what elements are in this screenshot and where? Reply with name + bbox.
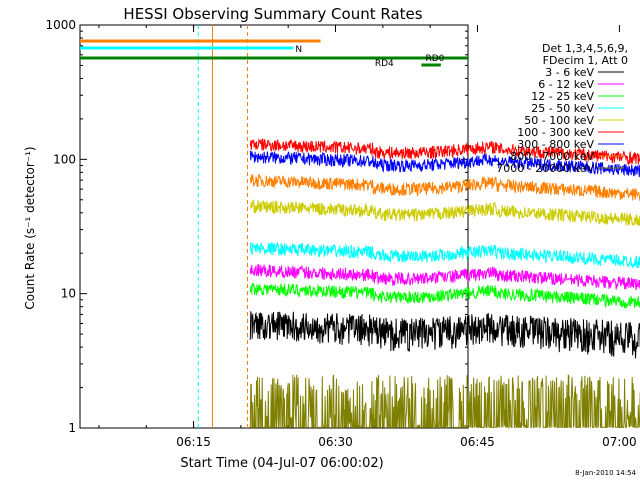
x-axis-label: Start Time (04-Jul-07 06:00:02) [180,456,383,471]
y-tick-label: 10 [61,287,76,301]
x-tick-label: 06:30 [318,435,353,449]
legend-label: 50 - 100 keV [524,114,594,127]
plot-frame [79,24,469,429]
series-line-25-50-keV [249,241,640,269]
flag-label: N [295,45,302,55]
series-line-300-800-keV [249,150,640,178]
chart-title: HESSI Observing Summary Count Rates [123,5,422,23]
legend-label: 7000 - 20000 keV [496,162,594,175]
legend-label: 300 - 800 keV [517,138,594,151]
series-line-6-12-keV [249,264,640,291]
series-line-7000-20000-keV [249,373,640,430]
x-tick-label: 07:00 [602,435,637,449]
y-tick-label: 1 [68,421,76,435]
legend-label: 12 - 25 keV [531,90,594,103]
legend-label: 25 - 50 keV [531,102,594,115]
flag-label: RD4 [375,59,394,69]
legend-label: 3 - 6 keV [545,66,594,79]
legend-label: 6 - 12 keV [538,78,594,91]
plot-area: 110100100006:1506:3006:4507:0007:1507:30… [45,18,640,449]
y-tick-label: 100 [53,152,76,166]
x-tick-label: 06:45 [460,435,495,449]
x-tick-label: 06:15 [176,435,211,449]
series-line-3-6-keV [249,311,640,359]
legend: Det 1,3,4,5,6,9,FDecim 1, Att 03 - 6 keV… [496,42,628,175]
series-line-12-25-keV [249,282,640,310]
series-line-100-300-keV [249,138,640,166]
series-line-50-100-keV [250,199,640,227]
legend-label: 100 - 300 keV [517,126,594,139]
legend-header-line: FDecim 1, Att 0 [543,54,628,67]
series-line-800-7000-keV [249,173,640,202]
flag-label: RD0 [425,54,444,64]
legend-header-line: Det 1,3,4,5,6,9, [542,42,628,55]
footer-timestamp: 8-Jan-2010 14:54 [575,469,636,477]
y-axis-label: Count Rate (s⁻¹ detector⁻¹) [23,146,37,309]
y-tick-label: 1000 [45,18,76,32]
legend-label: 800 - 7000 keV [510,150,594,163]
